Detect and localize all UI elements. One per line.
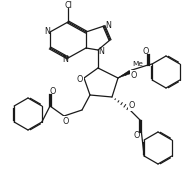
Text: N: N	[44, 28, 50, 37]
Text: O: O	[77, 74, 83, 83]
Text: O: O	[134, 131, 140, 140]
Text: Me: Me	[133, 61, 143, 67]
Polygon shape	[118, 70, 131, 78]
Text: O: O	[131, 71, 137, 80]
Text: N: N	[98, 47, 104, 56]
Text: N: N	[62, 55, 68, 64]
Text: ···: ···	[120, 73, 126, 79]
Text: O: O	[63, 116, 69, 125]
Text: N: N	[105, 21, 111, 30]
Text: O: O	[143, 47, 149, 55]
Text: O: O	[129, 101, 135, 110]
Text: Cl: Cl	[64, 2, 72, 11]
Text: O: O	[50, 88, 56, 97]
